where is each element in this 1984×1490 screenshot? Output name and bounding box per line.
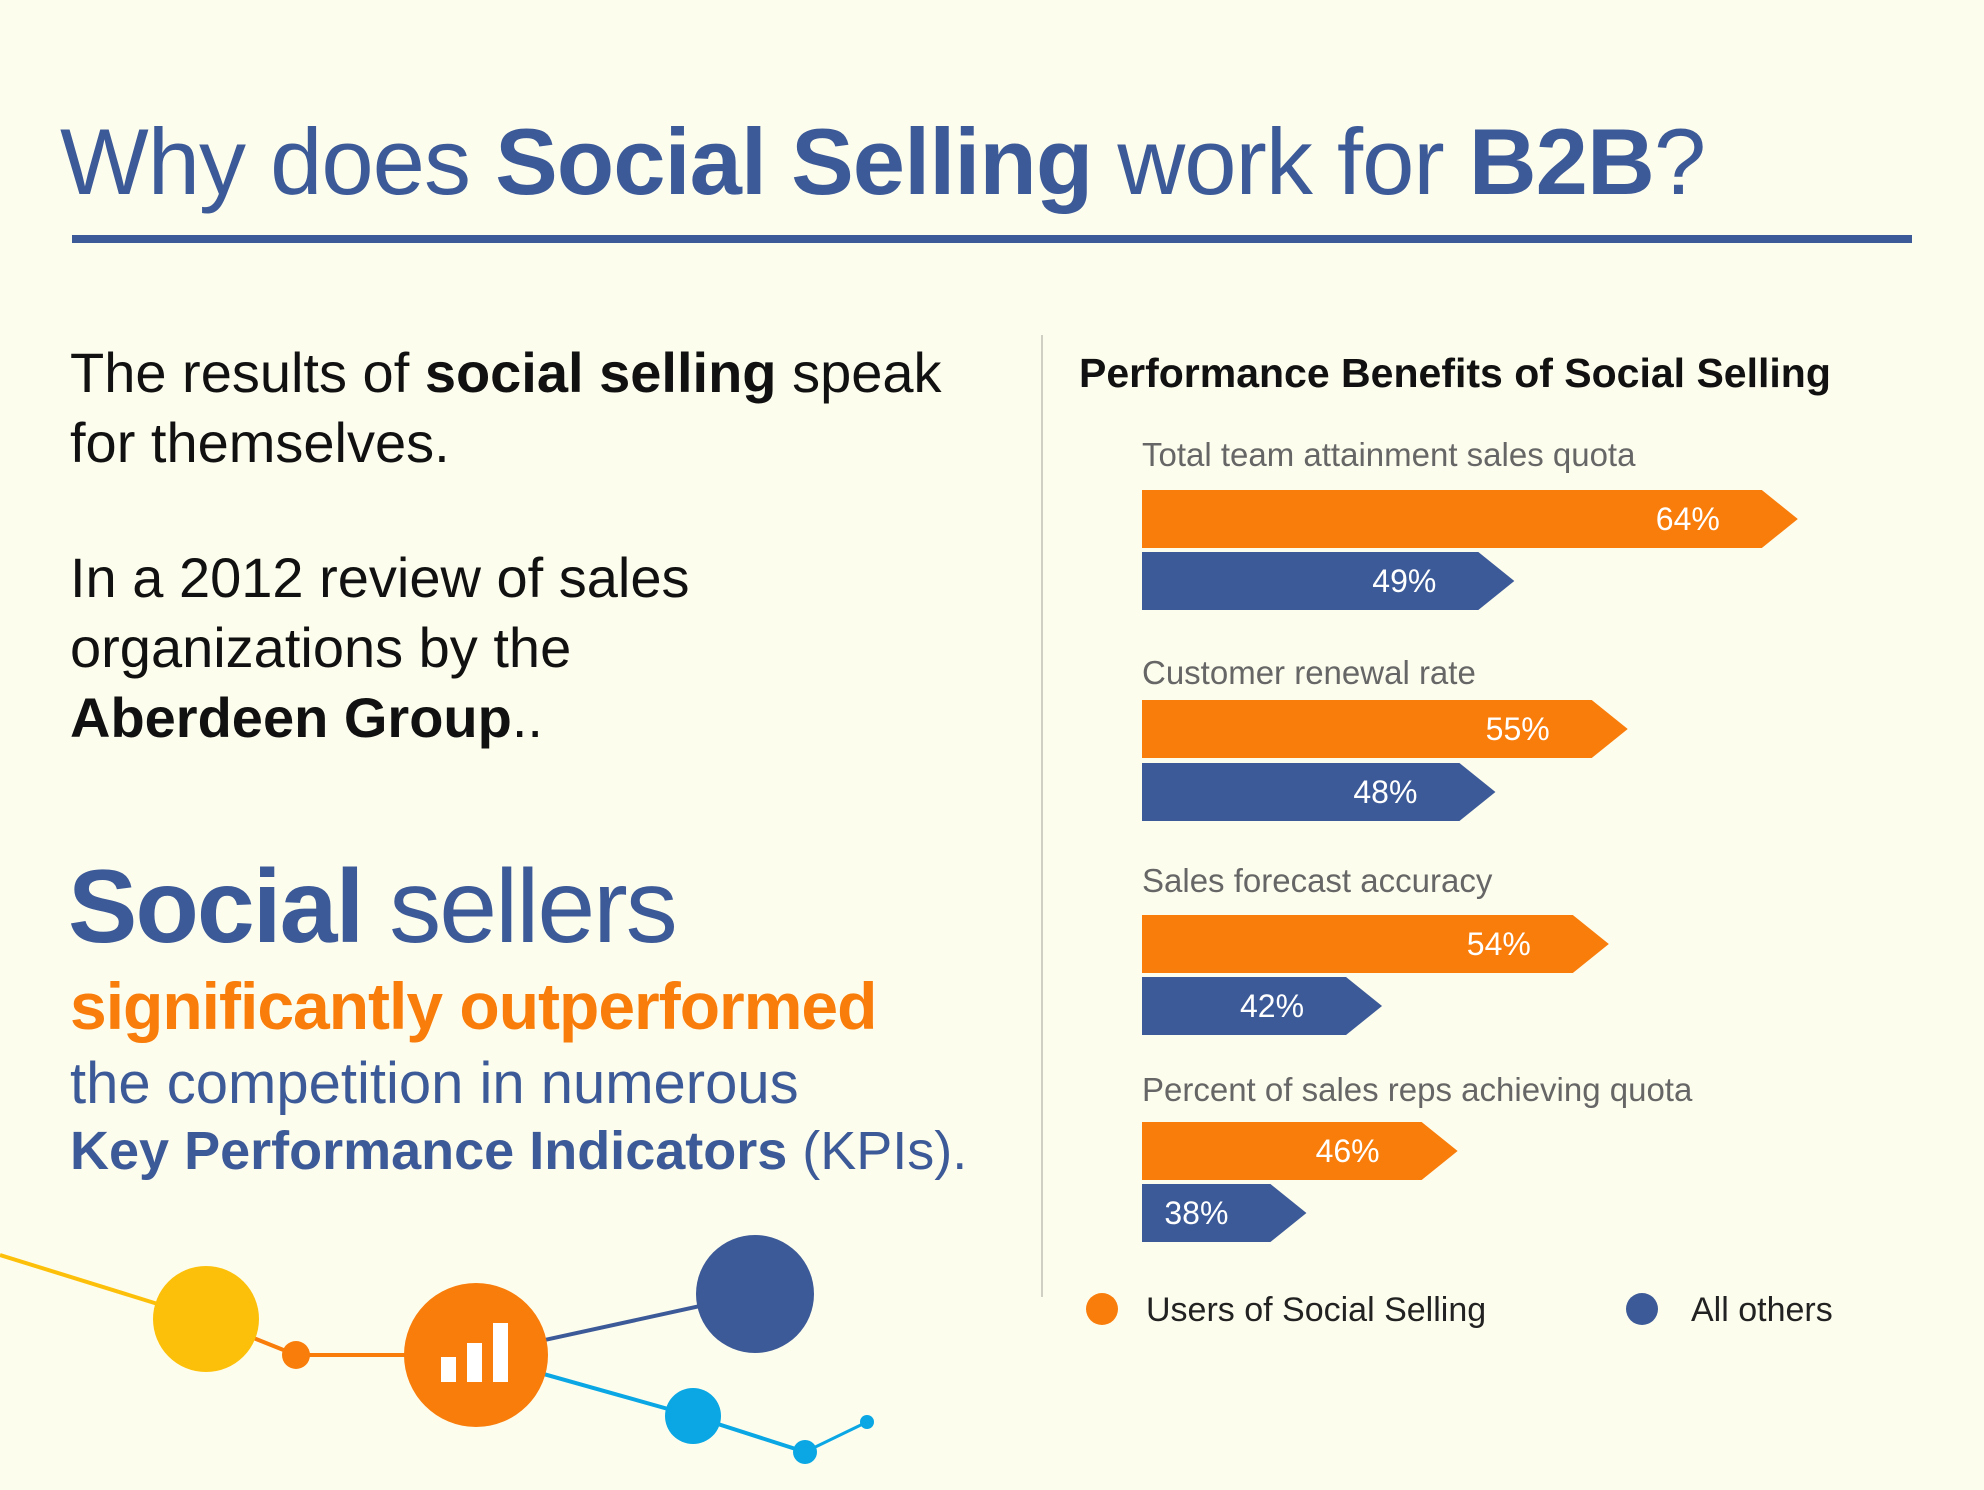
competition-text: the competition in numerous bbox=[70, 1051, 799, 1116]
category-label: Total team attainment sales quota bbox=[1142, 436, 1636, 473]
text: organizations by the bbox=[70, 616, 572, 679]
chart-title: Performance Benefits of Social Selling bbox=[1079, 350, 1831, 396]
small-orange-circle bbox=[282, 1341, 310, 1369]
page-title: Why does Social Selling work for B2B? bbox=[60, 108, 1706, 216]
tiny-light-blue-circle bbox=[860, 1415, 874, 1429]
bar-all-others bbox=[1142, 763, 1496, 821]
value-label: 54% bbox=[1467, 926, 1531, 962]
column-divider bbox=[1041, 335, 1043, 1297]
light-blue-circle bbox=[665, 1388, 721, 1444]
bar-social-selling bbox=[1142, 1122, 1458, 1180]
text: sellers bbox=[362, 849, 678, 965]
category-label: Customer renewal rate bbox=[1142, 654, 1476, 691]
title-text: Why does bbox=[60, 109, 496, 214]
outperformed-text: significantly outperformed bbox=[70, 969, 877, 1043]
legend-label: All others bbox=[1691, 1291, 1833, 1329]
category-label: Percent of sales reps achieving quota bbox=[1142, 1071, 1693, 1108]
bar-chart-icon bbox=[441, 1323, 508, 1382]
text-bold: social selling bbox=[424, 341, 777, 404]
review-paragraph: In a 2012 review of sales organizations b… bbox=[70, 543, 689, 753]
bar-social-selling bbox=[1142, 700, 1628, 758]
network-decoration bbox=[0, 1235, 874, 1464]
value-label: 42% bbox=[1240, 988, 1304, 1024]
text-bold: Social bbox=[68, 849, 364, 965]
title-text: work for bbox=[1092, 109, 1469, 214]
text: .. bbox=[511, 686, 543, 749]
text-bold: Aberdeen Group bbox=[70, 686, 512, 749]
kpi-text: Key Performance Indicators (KPIs). bbox=[70, 1120, 967, 1182]
title-bold-b2b: B2B bbox=[1468, 109, 1655, 214]
bar-all-others bbox=[1142, 977, 1383, 1035]
category-label: Sales forecast accuracy bbox=[1142, 862, 1493, 899]
value-label: 55% bbox=[1486, 711, 1550, 747]
title-text: ? bbox=[1653, 109, 1706, 214]
text-bold: Key Performance Indicators bbox=[70, 1121, 788, 1181]
text: (KPIs). bbox=[787, 1121, 968, 1181]
small-light-blue-circle bbox=[793, 1440, 817, 1464]
value-label: 64% bbox=[1656, 501, 1720, 537]
legend-marker bbox=[1626, 1293, 1658, 1325]
bar-social-selling bbox=[1142, 915, 1609, 973]
title-bold-social-selling: Social Selling bbox=[495, 109, 1093, 214]
legend-label: Users of Social Selling bbox=[1146, 1291, 1486, 1329]
social-sellers-heading: Social sellers bbox=[68, 848, 678, 967]
bar-social-selling bbox=[1142, 490, 1798, 548]
value-label: 46% bbox=[1316, 1133, 1380, 1169]
text: speak bbox=[776, 341, 942, 404]
intro-paragraph: The results of social selling speak for t… bbox=[70, 338, 942, 478]
blue-circle bbox=[696, 1235, 814, 1353]
text: for themselves. bbox=[70, 411, 450, 474]
text: In a 2012 review of sales bbox=[70, 546, 690, 609]
bar-all-others bbox=[1142, 1184, 1307, 1242]
value-label: 38% bbox=[1164, 1195, 1228, 1231]
text: The results of bbox=[70, 341, 425, 404]
yellow-circle bbox=[153, 1266, 259, 1372]
bar-all-others bbox=[1142, 552, 1515, 610]
legend-marker bbox=[1086, 1293, 1118, 1325]
value-label: 48% bbox=[1353, 774, 1417, 810]
value-label: 49% bbox=[1372, 563, 1436, 599]
title-underline bbox=[72, 235, 1912, 243]
